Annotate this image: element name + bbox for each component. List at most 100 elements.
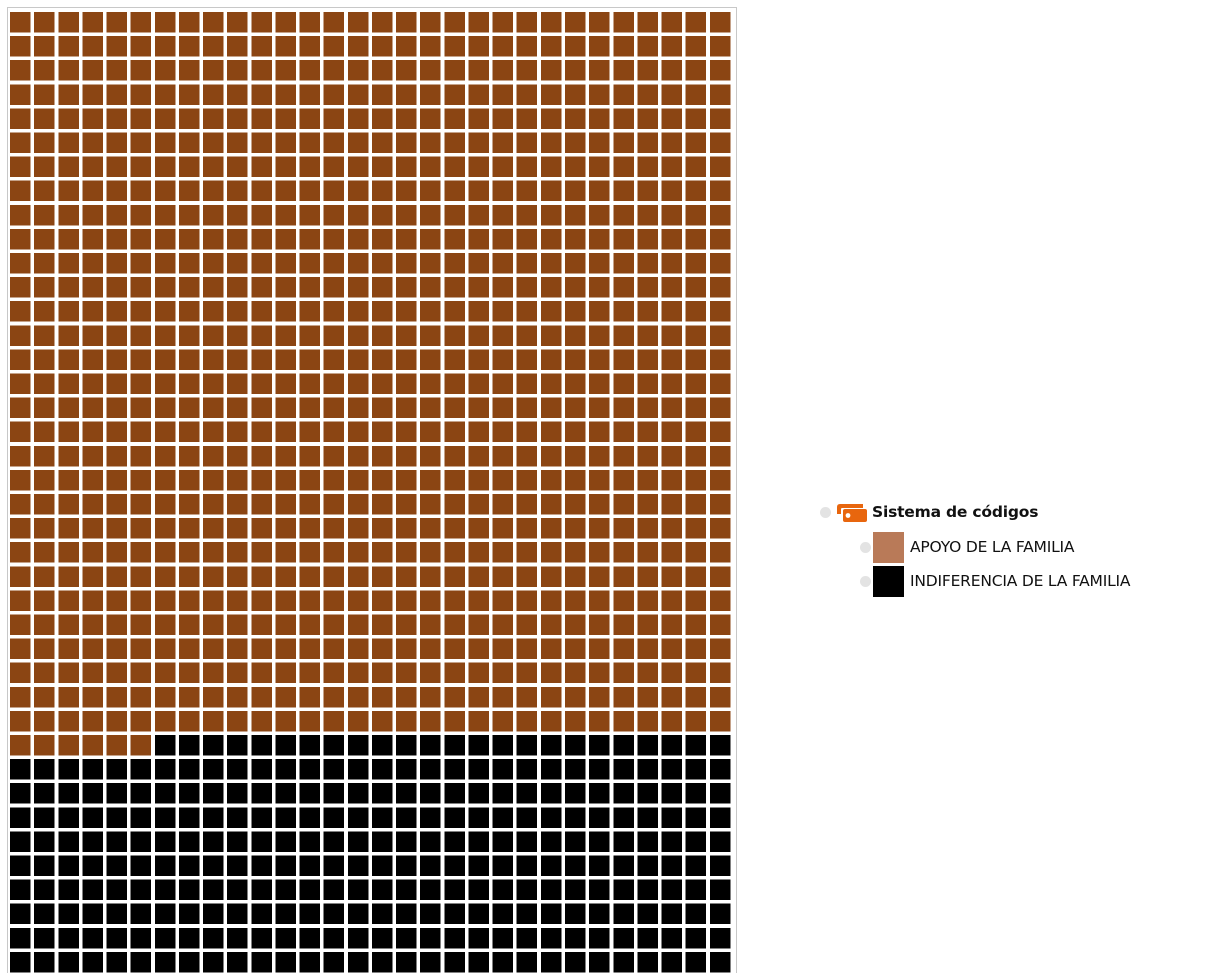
waffle-cell-indiferencia [492,783,514,804]
waffle-cell-apoyo [106,108,128,129]
waffle-cell-apoyo [661,36,683,57]
waffle-cell-apoyo [709,662,731,684]
waffle-cell-indiferencia [540,783,562,804]
waffle-cell-indiferencia [516,951,538,973]
waffle-cell-apoyo [58,156,79,178]
legend-item-indiferencia[interactable]: INDIFERENCIA DE LA FAMILIA [860,565,1130,597]
waffle-cell-indiferencia [661,759,683,780]
waffle-cell-apoyo [275,60,296,81]
waffle-cell-apoyo [468,301,489,322]
waffle-cell-apoyo [275,469,296,491]
waffle-cell-apoyo [540,469,562,491]
waffle-cell-apoyo [444,253,465,274]
waffle-cell-apoyo [613,84,634,105]
waffle-cell-apoyo [347,686,369,708]
tree-handle-icon[interactable] [860,541,871,553]
waffle-cell-apoyo [130,445,152,467]
waffle-cell-indiferencia [130,855,152,876]
waffle-cell-apoyo [420,518,441,539]
waffle-cell-apoyo [58,277,79,298]
waffle-cell-apoyo [396,253,417,274]
waffle-cell-indiferencia [371,783,393,804]
waffle-cell-indiferencia [323,759,345,780]
waffle-cell-apoyo [396,60,417,81]
waffle-cell-apoyo [203,277,224,298]
legend-item-apoyo[interactable]: APOYO DE LA FAMILIA [860,531,1074,563]
waffle-cell-indiferencia [82,855,103,876]
waffle-cell-indiferencia [420,879,441,901]
waffle-cell-apoyo [396,542,417,563]
waffle-cell-indiferencia [540,831,562,852]
waffle-cell-indiferencia [154,879,176,901]
waffle-cell-apoyo [540,518,562,539]
waffle-cell-indiferencia [661,951,683,973]
waffle-cell-apoyo [540,36,562,57]
waffle-cell-apoyo [34,397,55,419]
waffle-cell-apoyo [227,36,248,57]
waffle-cell-apoyo [420,156,441,178]
waffle-cell-apoyo [10,180,31,202]
waffle-cell-apoyo [468,12,489,33]
waffle-cell-apoyo [420,204,441,226]
legend-root[interactable]: Sistema de códigos [820,500,1038,524]
waffle-cell-apoyo [564,156,586,178]
waffle-cell-indiferencia [492,879,514,901]
waffle-cell-indiferencia [203,759,224,780]
waffle-cell-apoyo [178,590,200,611]
waffle-cell-apoyo [82,662,103,684]
waffle-cell-indiferencia [589,807,610,828]
waffle-cell-indiferencia [589,855,610,876]
waffle-cell-apoyo [34,36,55,57]
waffle-cell-indiferencia [130,879,152,901]
waffle-cell-apoyo [251,301,272,322]
waffle-cell-indiferencia [492,855,514,876]
waffle-cell-apoyo [323,373,345,394]
waffle-cell-apoyo [540,108,562,129]
waffle-cell-apoyo [396,518,417,539]
waffle-cell-indiferencia [106,759,128,780]
waffle-cell-apoyo [251,518,272,539]
waffle-cell-indiferencia [564,783,586,804]
waffle-cell-indiferencia [82,951,103,973]
waffle-cell-apoyo [299,349,321,370]
waffle-cell-indiferencia [396,879,417,901]
waffle-cell-apoyo [564,590,586,611]
tree-handle-icon[interactable] [860,575,871,587]
waffle-cell-indiferencia [468,903,489,925]
waffle-cell-indiferencia [323,951,345,973]
waffle-cell-indiferencia [154,783,176,804]
waffle-cell-apoyo [203,228,224,250]
waffle-cell-indiferencia [34,927,55,949]
waffle-cell-apoyo [661,349,683,370]
waffle-cell-indiferencia [299,807,321,828]
waffle-cell-apoyo [540,228,562,250]
waffle-cell-apoyo [685,204,707,226]
waffle-cell-indiferencia [275,831,296,852]
waffle-cell-indiferencia [444,951,465,973]
waffle-cell-apoyo [492,156,514,178]
waffle-cell-apoyo [323,277,345,298]
waffle-cell-apoyo [130,36,152,57]
waffle-cell-apoyo [34,60,55,81]
waffle-cell-apoyo [347,156,369,178]
tree-handle-icon[interactable] [820,506,831,518]
waffle-cell-indiferencia [130,927,152,949]
waffle-cell-apoyo [444,542,465,563]
waffle-cell-indiferencia [106,903,128,925]
waffle-cell-indiferencia [709,951,731,973]
waffle-cell-apoyo [178,445,200,467]
waffle-cell-indiferencia [444,807,465,828]
waffle-cell-apoyo [420,662,441,684]
waffle-cell-indiferencia [371,759,393,780]
waffle-cell-apoyo [299,445,321,467]
waffle-cell-indiferencia [516,831,538,852]
waffle-cell-apoyo [589,662,610,684]
waffle-cell-apoyo [420,84,441,105]
waffle-cell-apoyo [251,397,272,419]
waffle-cell-indiferencia [371,855,393,876]
waffle-cell-apoyo [637,469,658,491]
waffle-cell-apoyo [58,614,79,635]
waffle-cell-indiferencia [275,759,296,780]
waffle-cell-apoyo [34,108,55,129]
waffle-cell-apoyo [58,108,79,129]
